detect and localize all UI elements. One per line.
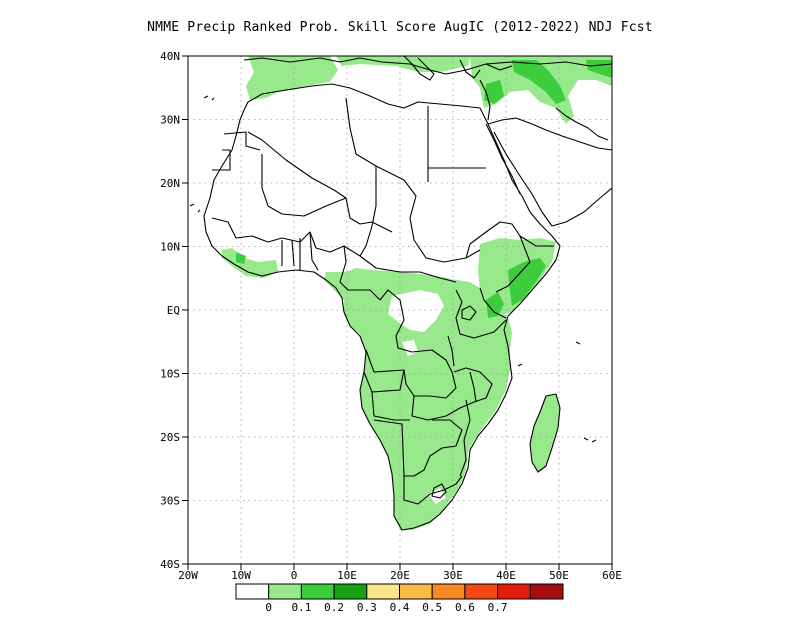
turkey-coast xyxy=(485,61,612,67)
lon-label: 10W xyxy=(231,569,251,582)
colorbar-swatch xyxy=(333,583,368,600)
colorbar-label: 0.1 xyxy=(291,601,311,614)
levant-coast xyxy=(479,79,491,121)
africa-coastline xyxy=(203,83,561,531)
lake-tanganyika xyxy=(447,335,455,367)
lon-label: 50E xyxy=(549,569,569,582)
borders-north xyxy=(247,131,393,233)
lat-label: 30N xyxy=(160,114,180,127)
map-title: NMME Precip Ranked Prob. Skill Score Aug… xyxy=(147,20,653,35)
arabia-coast xyxy=(487,117,612,151)
border-cameroon xyxy=(339,245,381,301)
lake-victoria xyxy=(461,305,477,321)
skill-region-horn-strong xyxy=(508,258,546,306)
border-sudan xyxy=(403,179,481,263)
tick-marks xyxy=(182,55,613,570)
border-mozambique xyxy=(459,399,471,477)
cape-verde xyxy=(189,203,201,213)
lat-label: EQ xyxy=(167,304,180,317)
madagascar-coast xyxy=(529,393,561,473)
colorbar-label: 0.2 xyxy=(324,601,344,614)
skill-region-kenya-strong xyxy=(486,292,504,318)
border-kenya xyxy=(479,287,507,319)
colorbar-swatch xyxy=(366,583,400,600)
border-ghana xyxy=(281,238,301,270)
border-angola xyxy=(363,369,410,421)
lat-label: 20N xyxy=(160,177,180,190)
lat-label: 30S xyxy=(160,495,180,508)
no-skill-patch-congo xyxy=(388,290,444,332)
border-western-sahara xyxy=(212,149,231,171)
colorbar-swatch xyxy=(497,583,531,600)
colorbar-swatch xyxy=(399,583,433,600)
border-ethiopia xyxy=(465,221,554,259)
colorbar-swatch xyxy=(268,583,302,600)
lat-label: 40N xyxy=(160,50,180,63)
border-car xyxy=(359,255,457,283)
border-south-africa xyxy=(403,475,463,505)
border-chad xyxy=(359,166,377,257)
colorbar-label: 0.5 xyxy=(422,601,442,614)
nile-red-sea xyxy=(485,123,521,195)
skill-region-madagascar xyxy=(530,394,560,472)
colorbar-label: 0.3 xyxy=(357,601,377,614)
skill-region-levant-strong xyxy=(484,80,504,104)
lat-label: 40S xyxy=(160,558,180,571)
skill-shading xyxy=(222,56,612,530)
colorbar-label: 0.6 xyxy=(455,601,475,614)
lat-label: 20S xyxy=(160,431,180,444)
border-algeria-libya xyxy=(345,97,405,181)
lon-label: 40E xyxy=(496,569,516,582)
comoros-seychelles xyxy=(517,341,597,443)
border-uganda-tanzania xyxy=(455,289,507,339)
latitude-labels: 40N 30N 20N 10N EQ 10S 20S 30S 40S xyxy=(160,50,180,571)
border-somalia xyxy=(495,235,531,293)
italy-coast xyxy=(403,56,435,81)
skill-region-west-africa xyxy=(222,248,278,278)
border-namibia-botswana xyxy=(373,419,463,477)
canary-islands xyxy=(203,95,215,101)
border-nigeria xyxy=(309,231,319,271)
lon-label: 20W xyxy=(178,569,198,582)
lesotho xyxy=(431,483,447,499)
coastlines-borders xyxy=(189,56,612,531)
skill-region-nw-africa xyxy=(246,56,338,100)
persian-gulf xyxy=(555,107,609,141)
greece-coast xyxy=(459,59,481,79)
colorbar-label: 0.7 xyxy=(488,601,508,614)
border-zambia xyxy=(411,367,493,421)
lon-label: 60E xyxy=(602,569,622,582)
lake-malawi xyxy=(469,371,477,403)
lat-label: 10N xyxy=(160,241,180,254)
colorbar-swatch xyxy=(235,583,270,600)
colorbar-swatch xyxy=(464,583,499,600)
lon-label: 0 xyxy=(291,569,298,582)
europe-coast xyxy=(243,57,513,75)
colorbar: 0 0.1 0.2 0.3 0.4 0.5 0.6 0.7 xyxy=(235,583,564,614)
colorbar-label: 0.4 xyxy=(390,601,410,614)
border-west-africa xyxy=(211,217,361,257)
red-sea-east xyxy=(493,131,612,227)
lon-label: 10E xyxy=(337,569,357,582)
border-sahel xyxy=(261,154,347,217)
skill-region-middle-east-strong xyxy=(512,60,566,104)
lat-label: 10S xyxy=(160,368,180,381)
lon-label: 20E xyxy=(390,569,410,582)
lon-label: 30E xyxy=(443,569,463,582)
colorbar-label: 0 xyxy=(265,601,272,614)
skill-region-west-africa-strong xyxy=(236,252,246,264)
border-mauritania xyxy=(223,131,261,151)
colorbar-swatch xyxy=(529,583,564,600)
colorbar-swatch xyxy=(300,583,335,600)
skill-region-middle-east xyxy=(470,56,612,124)
colorbar-swatch xyxy=(431,583,466,600)
skill-region-central-south-africa xyxy=(324,268,512,530)
border-drc xyxy=(365,289,457,399)
longitude-labels: 20W 10W 0 10E 20E 30E 40E 50E 60E xyxy=(178,569,622,582)
